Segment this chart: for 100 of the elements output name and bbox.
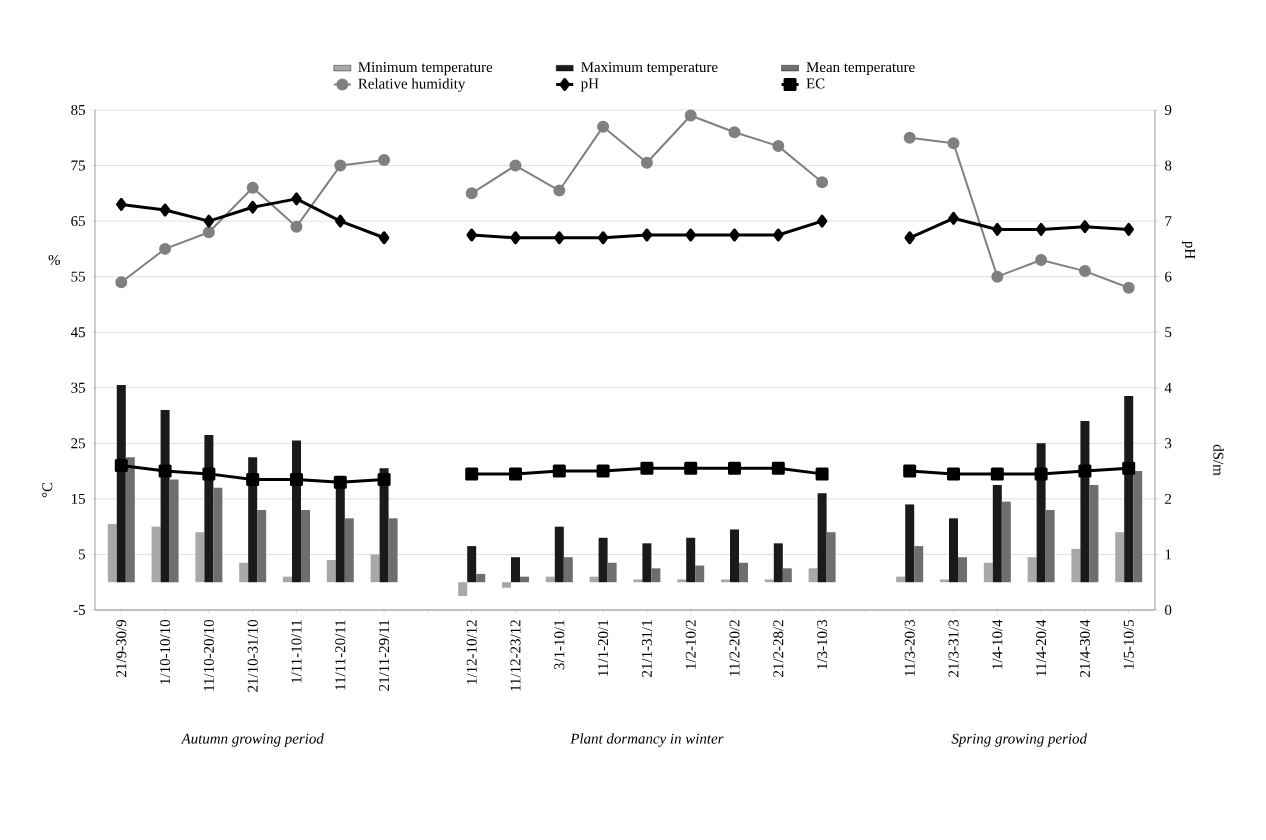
point [114, 459, 128, 473]
y2-tick-label: 1 [1165, 549, 1172, 560]
y2-tick-label: 0 [1164, 604, 1172, 616]
bar [633, 579, 643, 583]
legend-label: Minimum temperature [358, 62, 493, 76]
x-tick-label: 1/2-10/2 [685, 620, 696, 669]
point [466, 228, 477, 242]
bar [107, 523, 117, 583]
point [202, 226, 215, 239]
point [553, 184, 566, 197]
y-tick-label: 45 [70, 327, 85, 338]
y2-tick-label: 3 [1165, 438, 1172, 449]
bar [511, 557, 520, 583]
text: Plant dormancy in winter [570, 733, 724, 747]
y2-tick-label: 4 [1164, 382, 1172, 393]
bar [125, 457, 135, 583]
bar [817, 493, 827, 583]
text: dS/m [1213, 444, 1224, 476]
point [1079, 220, 1091, 234]
point [159, 203, 171, 217]
bar [282, 576, 292, 583]
point [904, 231, 915, 245]
point [378, 154, 391, 166]
bar [467, 546, 477, 583]
y-tick-label: 35 [71, 382, 85, 393]
x-tick-label: 21/2-28/2 [773, 620, 784, 677]
point [202, 467, 216, 481]
bar [169, 479, 179, 583]
x-tick-label: 21/11-29/11 [379, 620, 390, 691]
text: °C [42, 482, 53, 498]
y2-tick-label: 8 [1164, 160, 1172, 171]
y-tick-label: 25 [71, 438, 85, 449]
legend-label: Relative humidity [358, 78, 466, 92]
point [685, 228, 696, 242]
point [334, 159, 347, 172]
bar [773, 543, 783, 583]
point [246, 472, 260, 486]
text: Autumn growing period [180, 733, 324, 747]
y2-tick-label: 7 [1165, 216, 1172, 226]
bar [914, 546, 924, 583]
bar [326, 559, 336, 583]
y-tick-label: 85 [71, 104, 85, 116]
bar [213, 487, 223, 583]
point [115, 276, 128, 289]
x-tick-label: 11/4-20/4 [1036, 619, 1047, 676]
bar [545, 576, 555, 583]
x-tick-label: 11/12-23/12 [510, 620, 521, 691]
bar [782, 568, 792, 583]
bar [248, 457, 258, 583]
bar [730, 529, 739, 583]
bar [151, 526, 161, 583]
y2-tick-label: 5 [1165, 327, 1172, 338]
point [291, 192, 302, 206]
bar [651, 568, 661, 583]
bar [896, 576, 906, 583]
legend-label: pH [580, 78, 599, 92]
y-tick-label: 75 [71, 160, 85, 171]
bar [458, 582, 468, 597]
bar [344, 518, 354, 583]
bar [116, 384, 126, 583]
bar [940, 579, 950, 583]
y-tick-label: 5 [78, 549, 85, 560]
point [1122, 461, 1136, 475]
bar [1089, 484, 1099, 583]
bar [949, 518, 959, 583]
bar [764, 579, 774, 583]
bar [826, 532, 836, 583]
point [772, 140, 785, 153]
y2-axis-title: pH [1182, 241, 1196, 259]
bar [370, 554, 380, 583]
bar [195, 532, 205, 583]
point [290, 220, 303, 233]
point [465, 467, 479, 481]
y2-tick-label: 9 [1164, 104, 1172, 116]
point [640, 156, 653, 169]
point [947, 137, 960, 150]
bar [257, 509, 267, 583]
legend-label: EC [806, 78, 825, 89]
bar [388, 518, 398, 583]
bar [520, 576, 529, 583]
point [203, 214, 215, 228]
bar [239, 562, 249, 583]
point [948, 211, 959, 225]
bar [204, 434, 214, 583]
point [510, 231, 521, 245]
x-tick-label: 3/1-10/1 [554, 620, 565, 670]
bar [300, 509, 310, 583]
x-tick-label: 21/9-30/9 [116, 620, 127, 677]
bar [1124, 396, 1134, 583]
bar [502, 582, 511, 588]
point [509, 159, 522, 172]
point [596, 464, 610, 478]
point [289, 472, 303, 486]
bar [677, 579, 687, 583]
point [465, 187, 478, 200]
point [903, 464, 917, 478]
y-tick-label: 15 [71, 493, 85, 504]
legend-label: Mean temperature [806, 62, 915, 76]
x-tick-label: 1/10-10/10 [160, 619, 171, 684]
point [158, 464, 172, 478]
